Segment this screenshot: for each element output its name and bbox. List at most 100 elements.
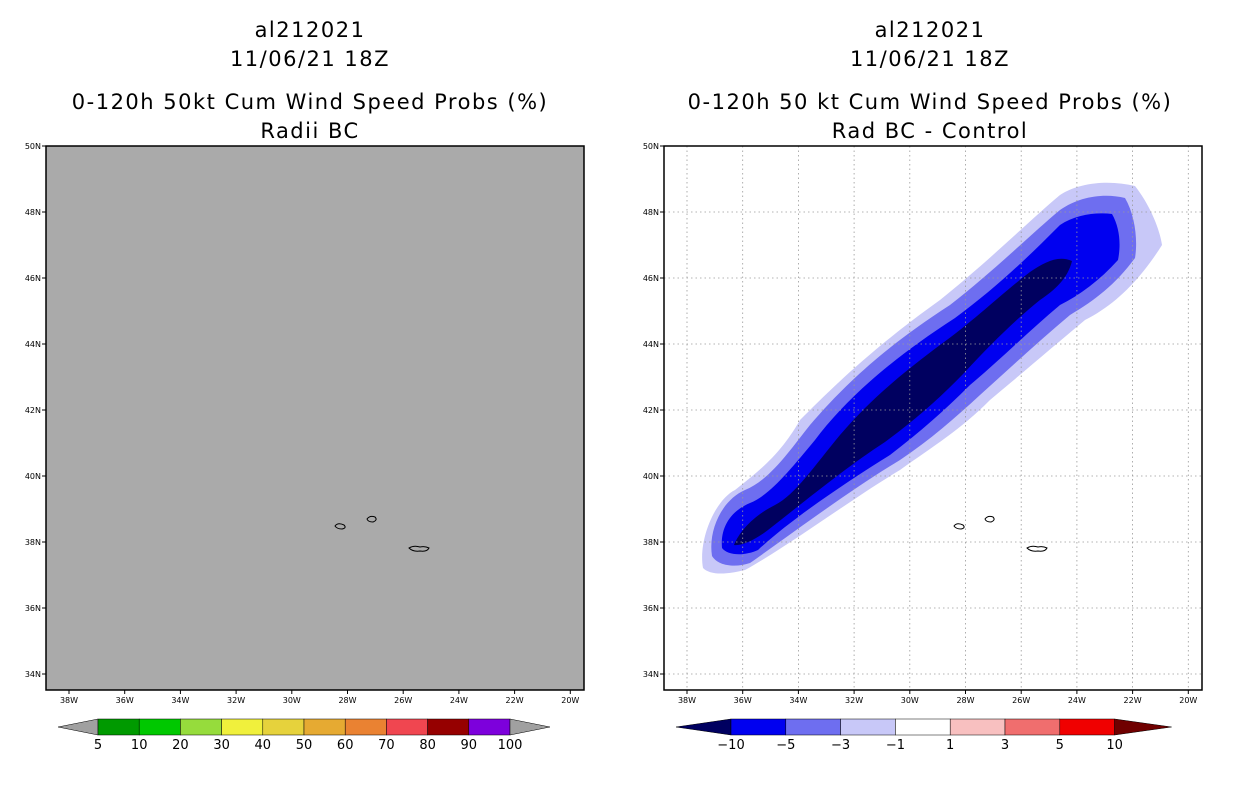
colorbar-swatch [180,718,222,736]
colorbar-label: 40 [255,738,272,753]
lat-label: 48N [643,208,659,217]
island-terceira-left [366,515,377,523]
lon-label: 22W [1124,696,1142,705]
left-lat-labels: 50N 48N 46N 44N 42N 40N 38N 36N 34N [25,142,41,679]
right-colorbar: −10 −5 −3 −1 1 3 5 10 [675,718,1172,753]
colorbar-swatch [138,718,181,736]
right-storm-id: al212021 [874,18,986,42]
right-datetime: 11/06/21 18Z [849,47,1011,71]
left-storm-id: al212021 [254,18,366,42]
colorbar-swatch [1004,718,1061,736]
island-pico-right [953,523,965,530]
lon-label: 30W [283,696,301,705]
colorbar-label: −1 [886,738,905,753]
lon-label: 24W [1068,696,1086,705]
lat-label: 34N [643,670,659,679]
colorbar-swatch [303,718,346,736]
colorbar-swatch [785,718,841,736]
lon-label: 38W [60,696,78,705]
lon-label: 26W [394,696,412,705]
colorbar-label: −3 [831,738,850,753]
colorbar-label: 80 [419,738,436,753]
colorbar-left-arrow [675,718,732,736]
island-pico-left [334,523,346,530]
lat-label: 42N [25,406,41,415]
right-grid-lines [664,146,1202,690]
left-map-background [46,146,584,690]
lon-label: 34W [171,696,189,705]
colorbar-label: 5 [1056,738,1064,753]
lat-label: 42N [643,406,659,415]
colorbar-swatch [221,718,264,736]
colorbar-label: 10 [131,738,148,753]
lon-label: 32W [227,696,245,705]
right-axis-ticks [660,145,1189,694]
left-datetime: 11/06/21 18Z [229,47,391,71]
left-axis-ticks [42,145,571,694]
colorbar-label: −5 [776,738,795,753]
colorbar-swatch [468,718,511,736]
left-subtitle: Radii BC [260,119,360,143]
colorbar-label: 10 [1106,738,1123,753]
left-colorbar: 5 10 20 30 40 50 60 70 80 90 100 [57,718,551,753]
lon-label: 38W [678,696,696,705]
lat-label: 36N [25,604,41,613]
lat-label: 50N [25,142,41,151]
lat-label: 44N [643,340,659,349]
left-island-outlines [334,515,430,552]
right-map-frame [663,145,1203,691]
colorbar-label: 50 [296,738,313,753]
right-panel-title: al212021 11/06/21 18Z 0-120h 50 kt Cum W… [660,16,1200,146]
colorbar-left-arrow [57,718,99,736]
colorbar-label: 5 [94,738,102,753]
left-map-frame [45,145,585,691]
lon-label: 32W [845,696,863,705]
colorbar-label: 100 [498,738,523,753]
lon-label: 20W [1179,696,1197,705]
colorbar-label: 90 [461,738,478,753]
right-product-title: 0-120h 50 kt Cum Wind Speed Probs (%) [687,90,1173,114]
colorbar-swatch [949,718,1006,736]
lon-label: 36W [734,696,752,705]
contour-darkest-blue [734,258,1072,546]
left-panel-title: al212021 11/06/21 18Z 0-120h 50kt Cum Wi… [40,16,580,146]
lon-label: 24W [450,696,468,705]
lon-label: 22W [506,696,524,705]
colorbar-swatch [344,718,387,736]
lat-label: 38N [25,538,41,547]
right-subtitle: Rad BC - Control [831,119,1029,143]
lon-label: 36W [116,696,134,705]
lon-label: 28W [338,696,356,705]
island-terceira-right [984,515,995,523]
colorbar-right-arrow [1114,718,1172,736]
colorbar-right-arrow [509,718,551,736]
lat-label: 38N [643,538,659,547]
lat-label: 48N [25,208,41,217]
colorbar-swatch [97,718,140,736]
island-sao-miguel-right [1026,545,1048,552]
lat-label: 36N [643,604,659,613]
colorbar-label: 60 [337,738,354,753]
colorbar-label: 20 [172,738,189,753]
island-sao-miguel-left [408,545,430,552]
lat-label: 46N [643,274,659,283]
lat-label: 34N [25,670,41,679]
lon-label: 20W [561,696,579,705]
lon-label: 30W [901,696,919,705]
lat-label: 44N [25,340,41,349]
colorbar-swatch [262,718,305,736]
colorbar-swatch [427,718,470,736]
colorbar-swatch [730,718,787,736]
right-lat-labels: 50N 48N 46N 44N 42N 40N 38N 36N 34N [643,142,659,679]
colorbar-label: 30 [213,738,230,753]
right-island-outlines [953,515,1048,552]
lat-label: 50N [643,142,659,151]
lat-label: 40N [643,472,659,481]
colorbar-label: 1 [946,738,954,753]
colorbar-swatch [1059,718,1115,736]
lon-label: 28W [956,696,974,705]
colorbar-swatch [895,718,951,736]
lat-label: 40N [25,472,41,481]
colorbar-label: 3 [1001,738,1009,753]
